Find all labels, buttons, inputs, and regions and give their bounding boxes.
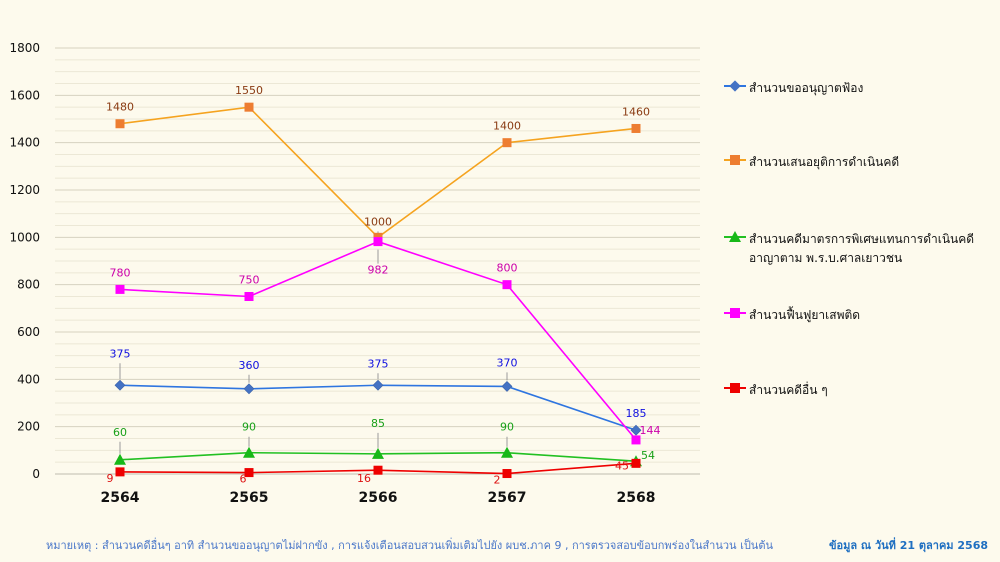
data-label: 1550	[235, 84, 263, 97]
data-date: ข้อมูล ณ วันที่ 21 ตุลาคม 2568	[828, 539, 988, 552]
data-point-marker	[502, 280, 512, 290]
data-point-marker	[115, 284, 125, 294]
data-point-marker	[115, 119, 125, 129]
footnote: หมายเหตุ : สำนวนคดีอื่นๆ อาทิ สำนวนขออนุ…	[46, 539, 773, 552]
data-label: 90	[500, 421, 514, 434]
data-point-marker	[502, 469, 512, 479]
data-label: 90	[242, 421, 256, 434]
x-tick-label: 2566	[359, 490, 398, 506]
data-label: 375	[368, 357, 389, 370]
data-label: 1400	[493, 120, 521, 133]
data-point-marker	[114, 453, 126, 465]
data-point-marker	[501, 381, 513, 392]
data-label: 60	[113, 426, 127, 439]
legend-item: สำนวนขออนุญาตฟ้อง	[724, 79, 863, 98]
data-point-marker	[502, 138, 512, 148]
data-label: 144	[640, 424, 661, 437]
y-tick-label: 1400	[9, 136, 40, 150]
data-point-marker	[244, 102, 254, 112]
x-tick-label: 2565	[230, 490, 269, 506]
data-label: 45	[615, 459, 629, 472]
data-point-marker	[372, 379, 384, 391]
data-label: 360	[239, 359, 260, 372]
y-tick-label: 0	[32, 467, 40, 481]
data-point-marker	[244, 468, 254, 478]
legend-swatch	[724, 153, 746, 167]
data-label: 1000	[364, 215, 392, 228]
legend-swatch	[724, 79, 746, 93]
data-point-marker	[114, 379, 126, 391]
legend-item: สำนวนฟื้นฟูยาเสพติด	[724, 306, 860, 325]
legend-label: สำนวนขออนุญาตฟ้อง	[749, 81, 864, 95]
data-label: 2	[494, 474, 501, 487]
data-label: 375	[110, 347, 131, 360]
legend-swatch	[724, 230, 746, 244]
data-label: 9	[107, 472, 114, 485]
data-point-marker	[631, 123, 641, 133]
legend-label: สำนวนคดีอื่น ๆ	[749, 383, 828, 397]
y-tick-label: 1200	[9, 183, 40, 197]
data-label: 750	[239, 274, 260, 287]
y-tick-label: 400	[17, 372, 40, 386]
data-point-marker	[630, 424, 642, 436]
legend-label: สำนวนคดีมาตรการพิเศษแทนการดำเนินคดี อาญา…	[749, 232, 975, 265]
data-label: 6	[240, 473, 247, 486]
chart-legend: สำนวนขออนุญาตฟ้องสำนวนเสนอยุติการดำเนินค…	[724, 0, 1000, 420]
y-tick-label: 600	[17, 325, 40, 339]
legend-item: สำนวนเสนอยุติการดำเนินคดี	[724, 153, 899, 172]
legend-swatch	[724, 381, 746, 395]
data-label: 982	[368, 264, 389, 277]
data-point-marker	[115, 467, 125, 477]
data-label: 185	[626, 407, 647, 420]
data-label: 1480	[106, 101, 134, 114]
data-point-marker	[501, 446, 513, 458]
y-tick-label: 1000	[9, 230, 40, 244]
data-point-marker	[373, 465, 383, 475]
data-label: 54	[641, 449, 655, 462]
legend-label: สำนวนเสนอยุติการดำเนินคดี	[749, 155, 900, 169]
legend-item: สำนวนคดีมาตรการพิเศษแทนการดำเนินคดี อาญา…	[724, 230, 989, 268]
y-tick-label: 200	[17, 420, 40, 434]
data-point-marker	[243, 383, 255, 395]
legend-item: สำนวนคดีอื่น ๆ	[724, 381, 828, 400]
data-label: 1460	[622, 105, 650, 118]
legend-label: สำนวนฟื้นฟูยาเสพติด	[749, 308, 861, 322]
y-tick-label: 1600	[9, 88, 40, 102]
data-label: 780	[110, 266, 131, 279]
data-label: 370	[497, 356, 518, 369]
y-tick-label: 800	[17, 278, 40, 292]
legend-swatch	[724, 306, 746, 320]
x-tick-label: 2568	[617, 490, 656, 506]
data-point-marker	[244, 292, 254, 301]
data-label: 800	[497, 262, 518, 275]
y-tick-label: 1800	[9, 41, 40, 55]
data-label: 16	[357, 472, 371, 485]
data-point-marker	[373, 237, 383, 247]
line-chart: 0 200 400 600 800 1000 1200 1400 1600 1800 2564 256…	[9, 41, 700, 506]
data-point-marker	[631, 435, 641, 445]
data-point-marker	[631, 458, 641, 468]
data-point-marker	[243, 446, 255, 458]
data-point-marker	[372, 447, 384, 459]
data-label: 85	[371, 417, 385, 430]
x-tick-label: 2564	[101, 490, 140, 506]
x-tick-label: 2567	[488, 490, 527, 506]
